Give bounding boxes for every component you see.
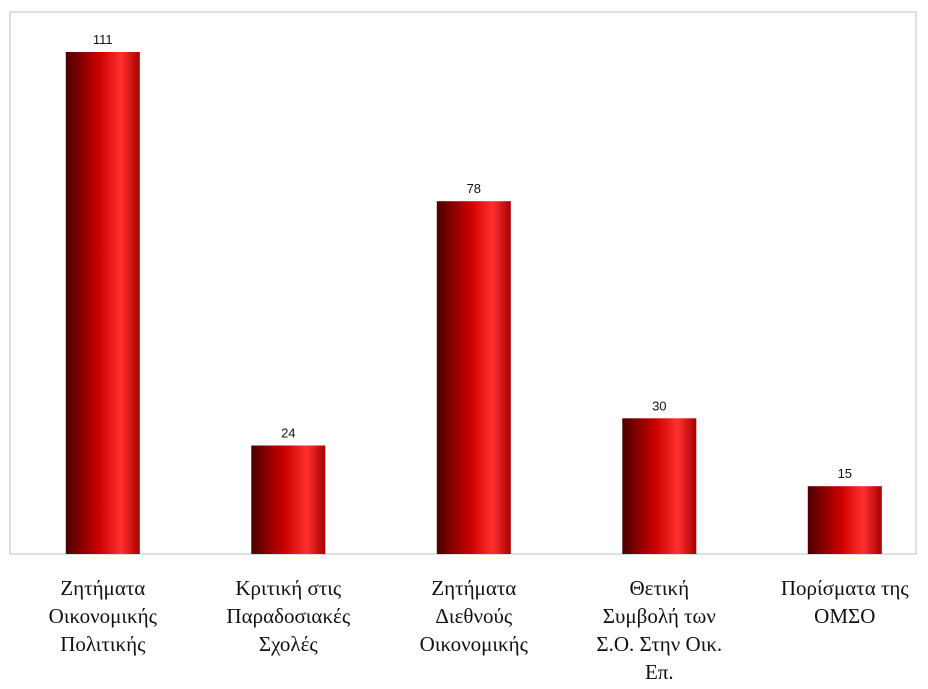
category-label-2: Ζητήματα Διεθνούς Οικονομικής — [420, 576, 529, 656]
category-label-line: Θετική — [629, 576, 689, 600]
category-label-1: Κριτική στις Παραδοσιακές Σχολές — [226, 576, 350, 656]
category-label-line: Επ. — [645, 660, 674, 684]
data-label-4: 15 — [838, 466, 852, 481]
bar-4 — [807, 486, 882, 554]
category-label-0: Ζητήματα Οικονομικής Πολιτικής — [49, 576, 158, 656]
category-label-line: Παραδοσιακές — [226, 604, 350, 628]
bar-3 — [622, 418, 697, 554]
category-label-3: Θετική Συμβολή των Σ.Ο. Στην Οικ. Επ. — [596, 576, 722, 684]
category-label-line: Σχολές — [259, 632, 319, 656]
category-label-line: Διεθνούς — [435, 604, 512, 628]
category-label-line: Πολιτικής — [60, 632, 146, 656]
category-label-line: Ζητήματα — [60, 576, 145, 600]
value-labels-group: 111 24 78 30 15 — [93, 32, 852, 481]
category-label-4: Πορίσματα της ΟΜΣΟ — [781, 576, 909, 628]
data-label-2: 78 — [467, 181, 481, 196]
bars-group — [65, 52, 882, 554]
category-label-line: Ζητήματα — [431, 576, 516, 600]
bar-2 — [436, 201, 511, 554]
bar-0 — [65, 52, 140, 554]
data-label-3: 30 — [652, 398, 666, 413]
category-label-line: Σ.Ο. Στην Οικ. — [596, 632, 722, 656]
data-label-0: 111 — [93, 32, 113, 47]
category-label-line: Κριτική στις — [235, 576, 342, 600]
category-label-line: Οικονομικής — [420, 632, 529, 656]
category-label-line: ΟΜΣΟ — [814, 604, 875, 628]
category-label-line: Πορίσματα της — [781, 576, 909, 600]
bar-1 — [251, 445, 326, 554]
category-label-line: Οικονομικής — [49, 604, 158, 628]
data-label-1: 24 — [281, 426, 295, 441]
category-label-line: Συμβολή των — [603, 604, 716, 628]
category-labels-group: Ζητήματα Οικονομικής Πολιτικής Κριτική στις… — [49, 576, 910, 684]
